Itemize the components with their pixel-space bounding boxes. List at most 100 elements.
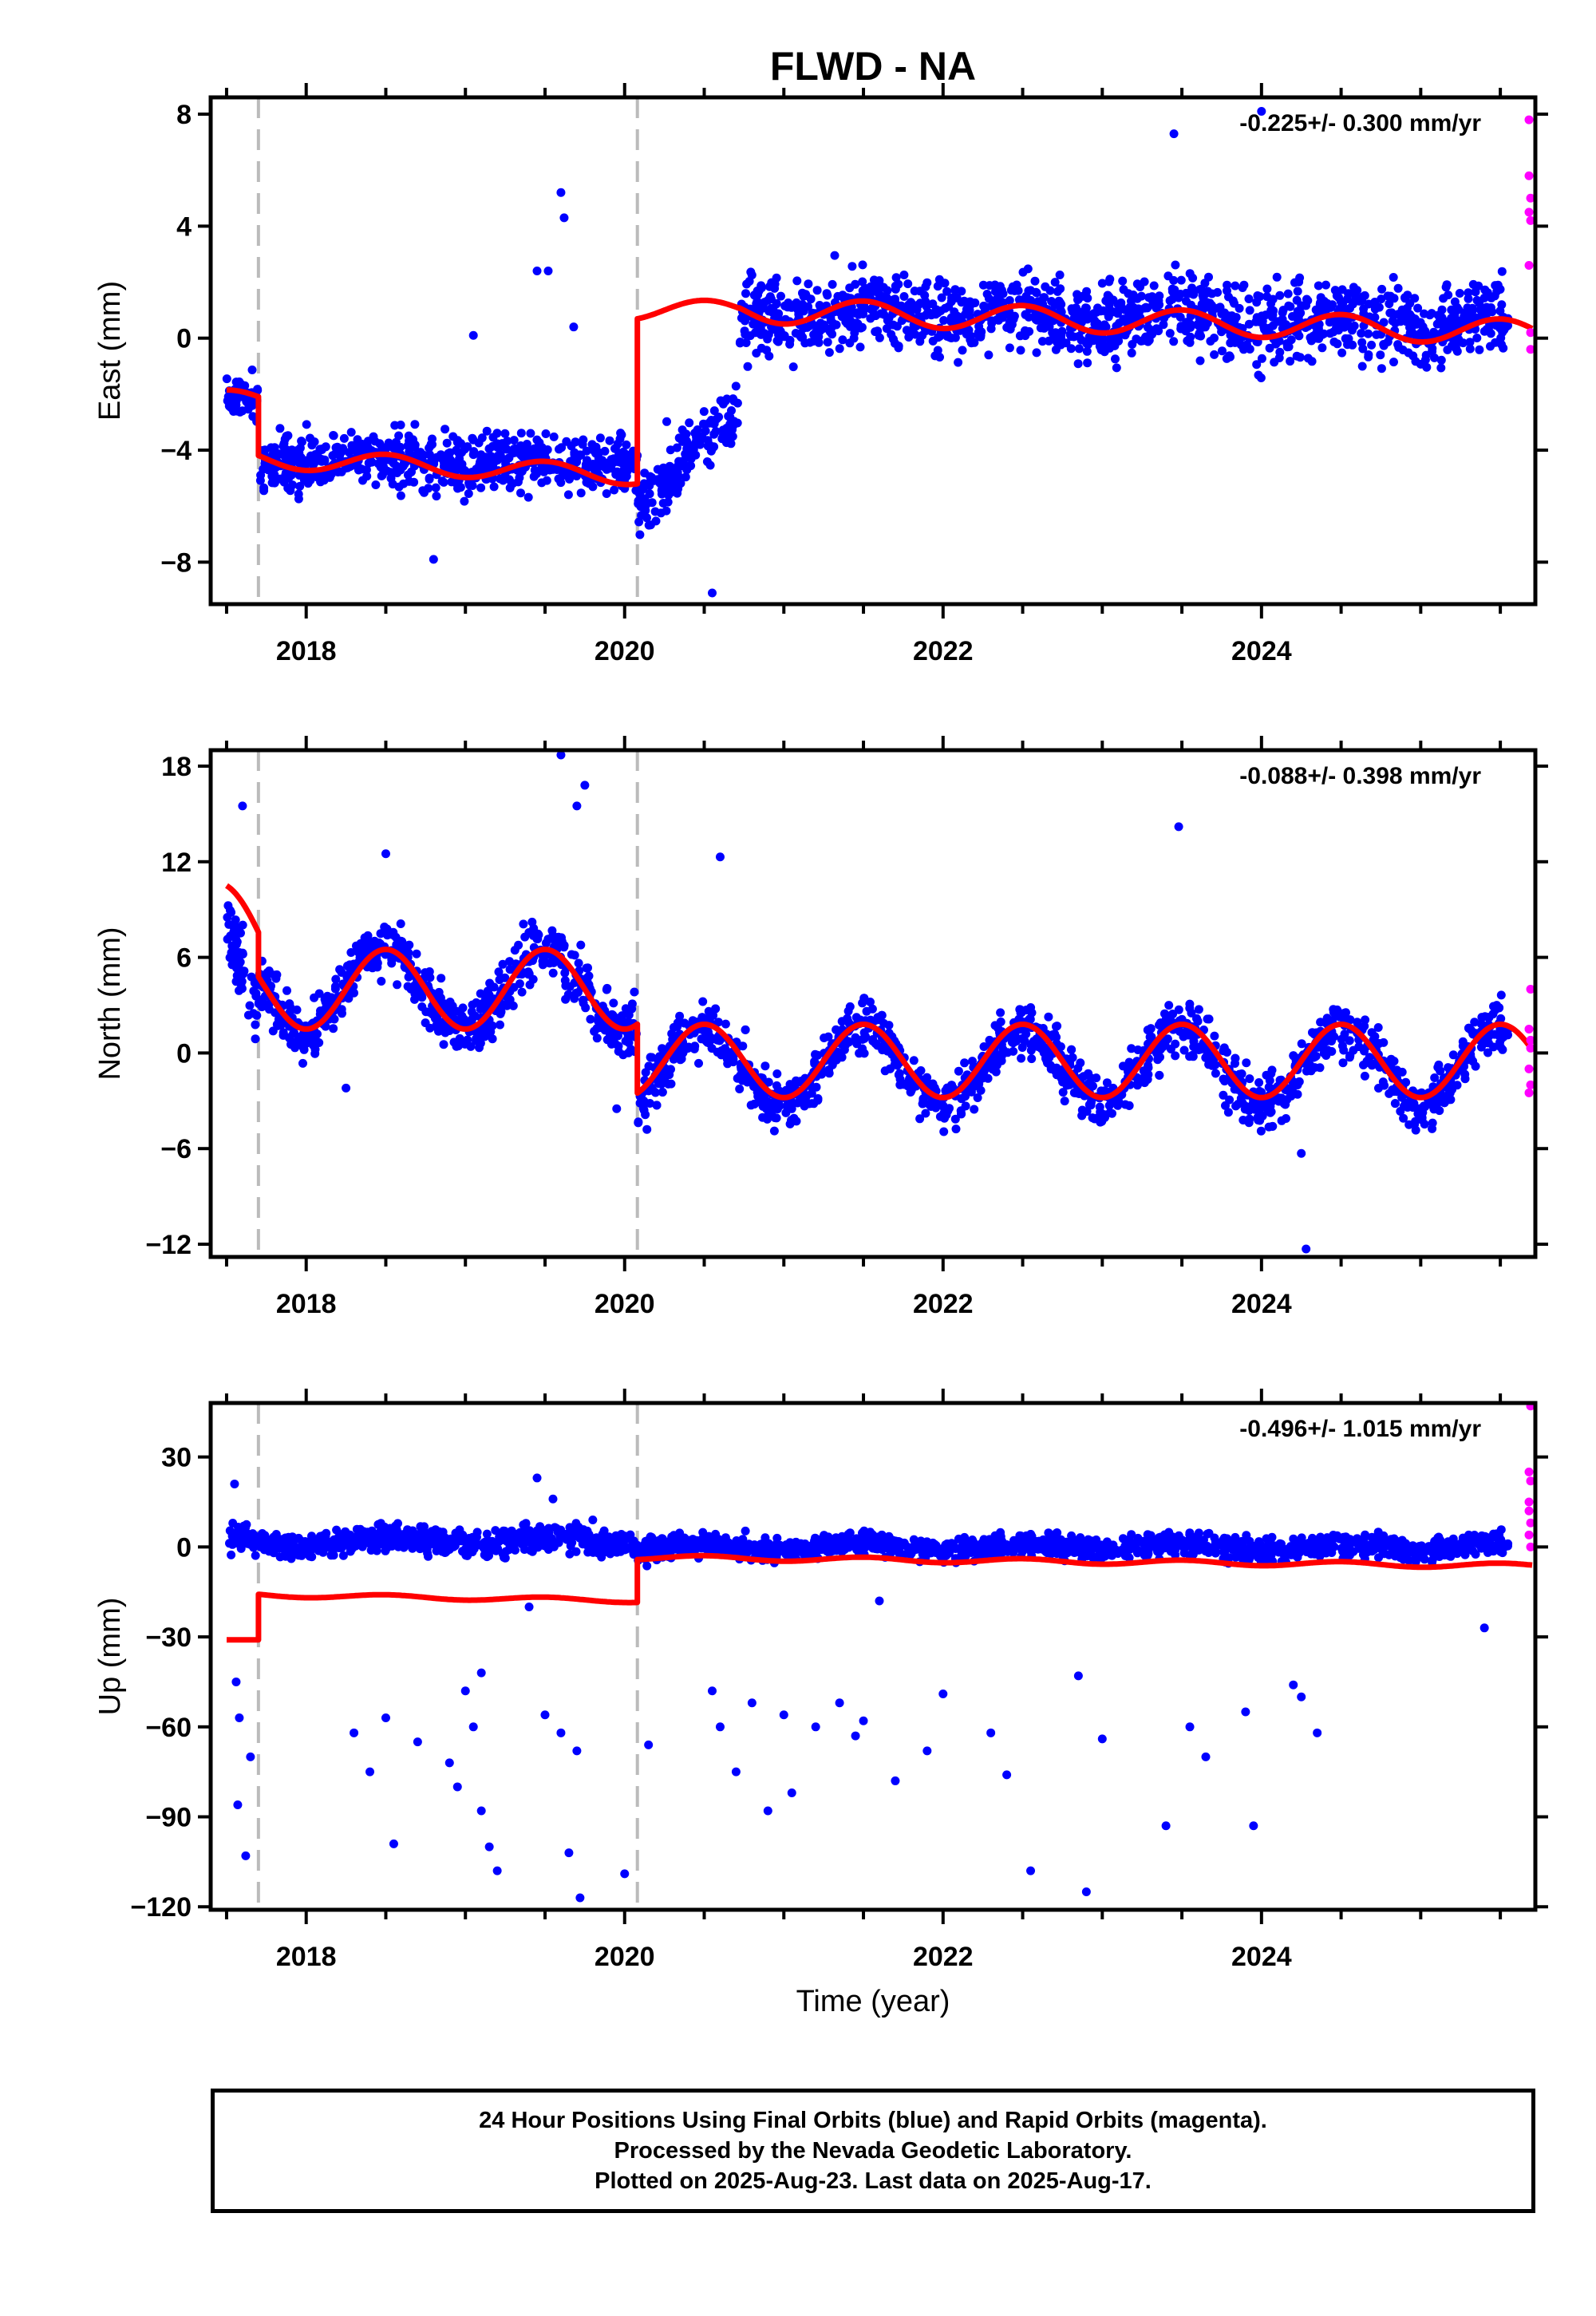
- final-point: [257, 995, 266, 1005]
- final-point: [1480, 1012, 1490, 1022]
- final-point: [634, 1117, 643, 1127]
- final-point: [1294, 331, 1304, 341]
- final-point: [1141, 302, 1151, 312]
- final-point: [377, 471, 386, 480]
- final-point: [912, 305, 922, 314]
- final-point: [247, 401, 257, 410]
- final-outlier-point: [543, 267, 553, 276]
- final-point: [1367, 1028, 1377, 1037]
- final-point: [234, 1530, 243, 1539]
- final-outlier-point: [342, 1083, 351, 1093]
- final-point: [595, 460, 605, 470]
- final-point: [1377, 284, 1387, 294]
- final-point: [722, 394, 732, 404]
- final-point: [647, 472, 657, 482]
- final-point: [922, 302, 931, 311]
- final-point: [879, 310, 889, 319]
- final-point: [1244, 294, 1254, 303]
- final-point: [1175, 312, 1185, 322]
- final-point: [909, 1056, 918, 1065]
- final-point: [822, 289, 832, 298]
- final-point: [721, 1019, 730, 1029]
- final-point: [895, 1080, 905, 1089]
- final-point: [476, 483, 486, 492]
- final-point: [500, 429, 510, 438]
- final-point: [940, 279, 950, 288]
- final-point: [1289, 1051, 1298, 1061]
- final-point: [1211, 1069, 1220, 1078]
- final-point: [1168, 1010, 1177, 1019]
- final-point: [307, 1552, 317, 1562]
- final-point: [509, 436, 519, 445]
- final-point: [1087, 1073, 1096, 1083]
- final-point: [231, 915, 240, 925]
- final-point: [650, 507, 660, 516]
- final-point: [884, 1021, 894, 1030]
- final-point: [855, 1049, 864, 1058]
- final-point: [1164, 1001, 1174, 1010]
- final-point: [894, 1070, 903, 1080]
- final-point: [1021, 310, 1030, 319]
- final-point: [472, 464, 481, 474]
- final-point: [1030, 276, 1040, 286]
- final-point: [251, 1034, 260, 1044]
- final-point: [463, 1035, 472, 1045]
- final-point: [404, 972, 413, 982]
- final-point: [859, 310, 868, 318]
- final-point: [674, 433, 684, 443]
- final-point: [367, 1535, 376, 1544]
- final-point: [565, 982, 575, 991]
- final-point: [1152, 324, 1161, 334]
- final-point: [624, 1030, 634, 1039]
- final-point: [731, 381, 741, 391]
- final-point: [950, 1114, 960, 1124]
- final-point: [1254, 1078, 1264, 1087]
- final-point: [804, 279, 813, 289]
- final-point: [613, 467, 622, 476]
- final-point: [290, 1029, 299, 1037]
- final-point: [1225, 1095, 1235, 1105]
- final-point: [891, 273, 901, 283]
- final-point: [516, 488, 525, 498]
- final-point: [673, 488, 682, 498]
- rapid-point: [1526, 215, 1535, 225]
- final-point: [846, 316, 855, 326]
- final-point: [1236, 1093, 1246, 1103]
- final-point: [882, 324, 891, 334]
- final-point: [284, 473, 294, 483]
- final-outlier-point: [707, 588, 717, 598]
- final-point: [393, 468, 402, 477]
- final-point: [1440, 1098, 1449, 1108]
- final-point: [307, 441, 317, 450]
- final-point: [1207, 301, 1216, 310]
- rapid-point: [1524, 1064, 1534, 1073]
- final-point: [373, 459, 383, 468]
- y-tick-label: −12: [145, 1230, 192, 1260]
- final-point: [1374, 1039, 1384, 1048]
- final-point: [434, 1026, 443, 1036]
- final-point: [375, 439, 385, 449]
- final-point: [827, 323, 836, 333]
- final-point: [1389, 358, 1398, 367]
- final-point: [409, 477, 419, 487]
- final-point: [1297, 1039, 1306, 1049]
- final-point: [1169, 337, 1179, 346]
- final-point: [1294, 315, 1303, 325]
- final-point: [328, 451, 338, 460]
- final-point: [526, 429, 535, 438]
- final-point: [372, 1546, 381, 1555]
- final-point: [910, 287, 919, 296]
- final-point: [393, 980, 402, 990]
- final-point: [595, 433, 605, 443]
- y-tick-label: −6: [160, 1134, 192, 1164]
- final-point: [484, 454, 494, 464]
- final-point: [1200, 279, 1210, 288]
- final-point: [294, 494, 303, 504]
- final-point: [1231, 281, 1240, 290]
- final-point: [1360, 1022, 1369, 1031]
- final-point: [396, 919, 405, 928]
- final-point: [1144, 1069, 1153, 1079]
- final-point: [442, 438, 452, 448]
- final-point: [776, 291, 785, 301]
- final-point: [1194, 1005, 1203, 1014]
